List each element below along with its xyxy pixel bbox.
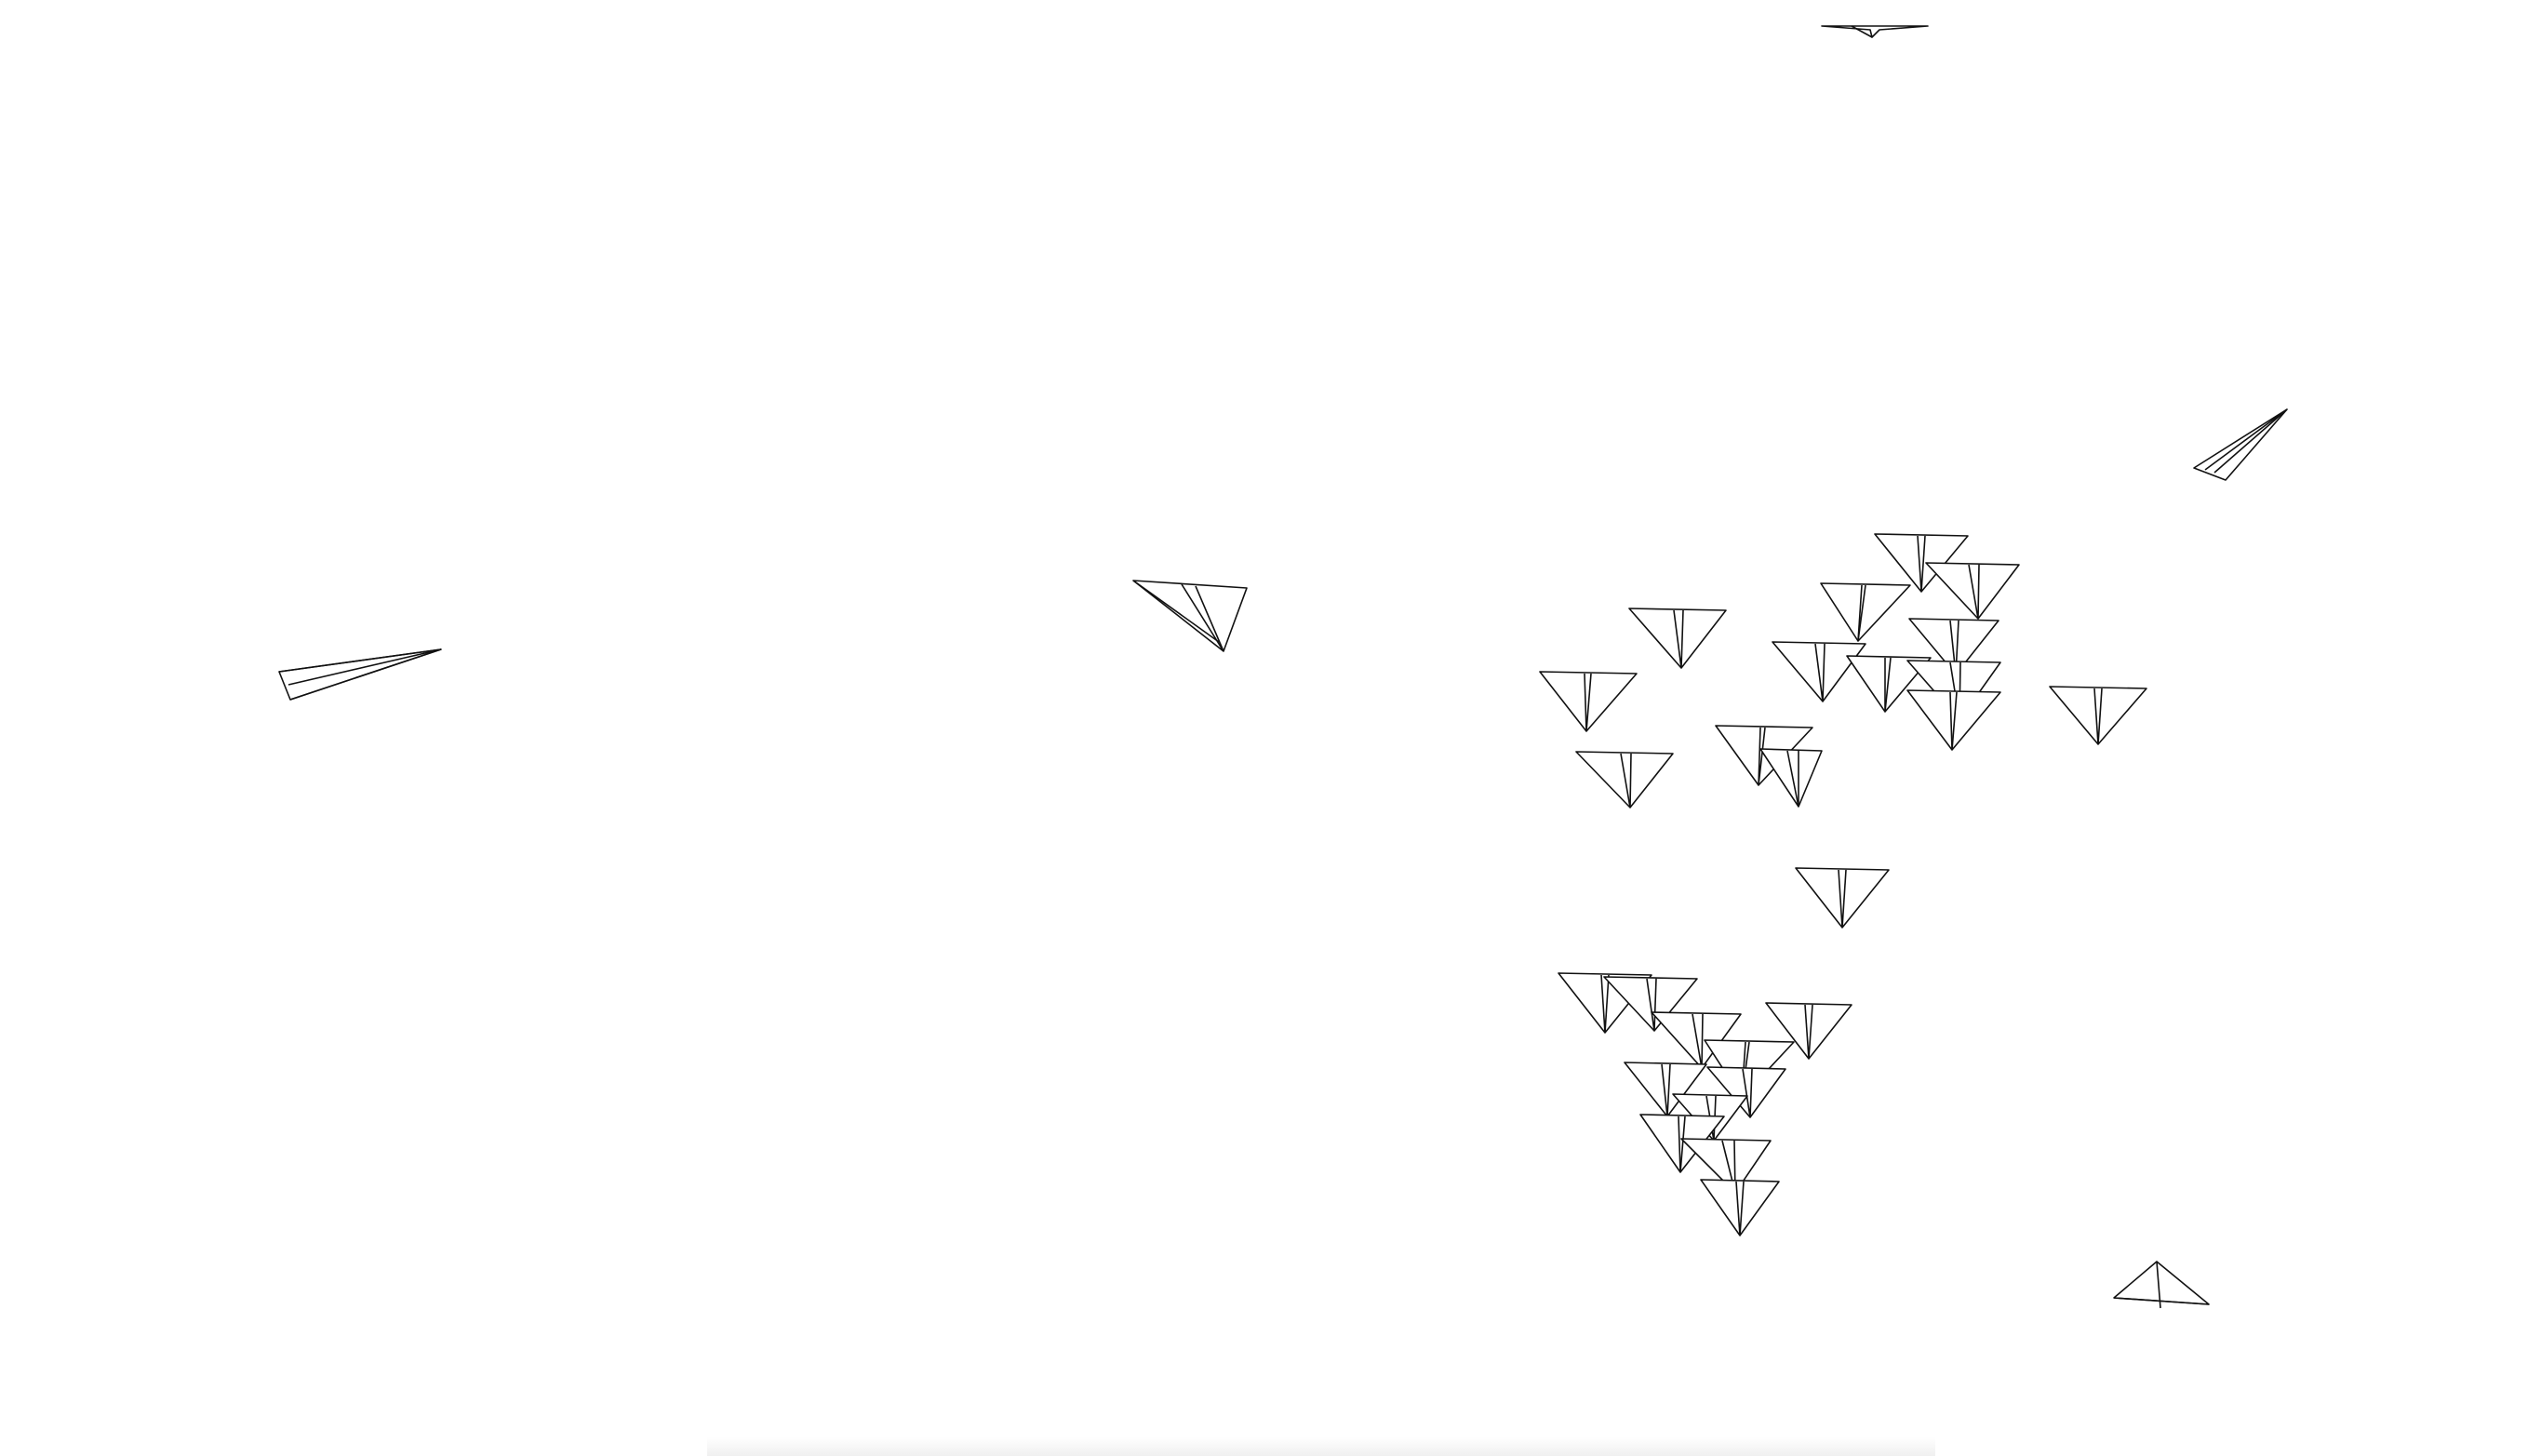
plane-fold (1735, 1181, 1741, 1236)
paper-plane-boid (278, 648, 442, 701)
paper-plane-boid (1874, 533, 1969, 593)
plane-fold (1620, 753, 1631, 808)
plane-fold (278, 648, 442, 673)
plane-fold (1786, 750, 1799, 808)
plane-fold (1804, 1004, 1810, 1060)
plane-fold (1814, 643, 1824, 702)
plane-wing (1759, 748, 1823, 808)
paper-plane-boid (1821, 25, 1929, 38)
plane-fold (1749, 1068, 1753, 1118)
paper-plane-boid (1906, 689, 2001, 751)
paper-plane-boid (2049, 686, 2147, 745)
plane-fold (2213, 408, 2288, 474)
plane-fold (1132, 580, 1220, 643)
plane-wing (1908, 618, 1999, 675)
plane-wing (1680, 1138, 1772, 1194)
paper-plane-boid (1624, 1062, 1707, 1117)
plane-fold (1739, 1181, 1745, 1236)
plane-wing (1700, 1179, 1780, 1236)
plane-fold (1585, 673, 1592, 732)
paper-plane-boid (1925, 562, 2020, 620)
plane-wing (1821, 25, 1929, 38)
plane-fold (1600, 974, 1606, 1034)
plane-fold (1758, 727, 1761, 786)
plane-fold (1680, 609, 1684, 669)
paper-plane-boid (2193, 408, 2288, 481)
plane-fold (1977, 564, 1980, 620)
plane-fold (2113, 1297, 2210, 1305)
plane-wing (1925, 562, 2020, 620)
plane-fold (1742, 1068, 1751, 1118)
plane-wing (1795, 867, 1890, 928)
plane-fold (1584, 673, 1587, 732)
plane-wing (2113, 1261, 2210, 1305)
paper-plane-boid (1700, 1179, 1780, 1236)
plane-fold (1673, 609, 1682, 669)
plane-fold (1851, 25, 1873, 38)
plane-fold (1838, 869, 1843, 928)
plane-fold (1968, 564, 1979, 620)
plane-fold (1758, 727, 1766, 786)
paper-plane-boid (1539, 671, 1638, 732)
paper-plane-boid (1132, 580, 1248, 652)
plane-fold (1661, 1063, 1668, 1117)
plane-fold (1949, 691, 1953, 751)
paper-plane-boid (1603, 976, 1698, 1032)
plane-fold (2093, 688, 2099, 745)
paper-plane-boid (1759, 748, 1823, 808)
plane-fold (1629, 753, 1632, 808)
plane-fold (1841, 869, 1847, 928)
paper-plane-boid (1846, 655, 1932, 713)
plane-fold (1808, 1004, 1813, 1060)
plane-fold (1857, 584, 1863, 642)
plane-fold (2097, 688, 2103, 745)
plane-fold (1692, 1013, 1703, 1069)
plane-fold (289, 648, 442, 701)
plane-fold (1195, 585, 1224, 652)
paper-plane-boid (1765, 1002, 1852, 1060)
plane-fold (1920, 535, 1926, 593)
plane-fold (1604, 974, 1610, 1034)
plane-fold (2204, 408, 2288, 471)
plane-fold (1884, 657, 1892, 713)
plane-fold (1951, 691, 1958, 751)
paper-plane-boid (1706, 1066, 1786, 1118)
plane-fold (1679, 1115, 1686, 1173)
plane-fold (288, 648, 442, 686)
plane-fold (1678, 1115, 1681, 1173)
plane-wing (1765, 1002, 1852, 1060)
plane-wing (1132, 580, 1248, 652)
plane-fold (1646, 978, 1655, 1032)
paper-plane-boid (1772, 641, 1866, 702)
plane-wing (1575, 751, 1674, 808)
paper-plane-boid (2113, 1261, 2210, 1309)
plane-fold (1653, 978, 1657, 1032)
paper-plane-boid (1628, 608, 1727, 669)
plane-fold (1701, 1013, 1704, 1069)
plane-fold (1666, 1063, 1671, 1117)
paper-plane-boid (1820, 582, 1911, 642)
plane-wing (2049, 686, 2147, 745)
plane-wing (1624, 1062, 1707, 1117)
paper-plane-boid (1575, 751, 1674, 808)
plane-fold (1917, 535, 1922, 593)
plane-wing (1846, 655, 1932, 713)
paper-plane-boid (1795, 867, 1890, 928)
plane-wing (1820, 582, 1911, 642)
bottom-shadow (707, 1437, 1935, 1456)
plane-fold (1822, 643, 1826, 702)
